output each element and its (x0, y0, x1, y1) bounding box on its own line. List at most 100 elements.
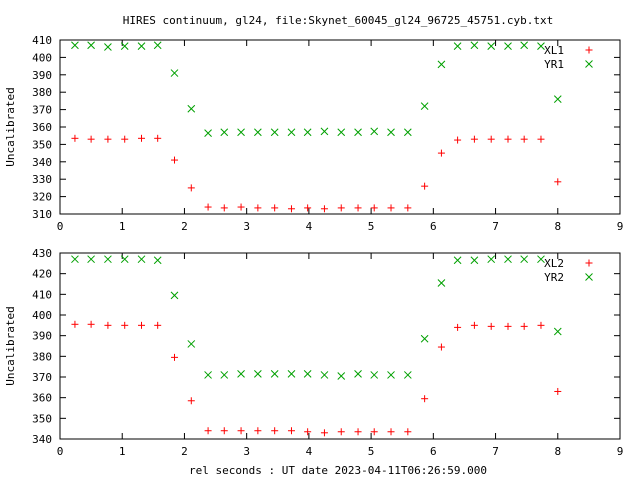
data-point (553, 95, 562, 104)
data-point-d2 (470, 41, 479, 50)
y-tick-label: 400 (32, 51, 52, 64)
data-point (370, 371, 379, 379)
data-point (71, 134, 79, 142)
y-tick-label: 390 (32, 69, 52, 82)
data-point-d2 (370, 371, 379, 379)
data-point (337, 128, 346, 137)
data-point-d2 (387, 128, 395, 137)
data-point-d2 (420, 334, 429, 343)
bottom-panel: 340 350 360 370 380 390 400 410 420 430 0 1 2 3 4 5 6 7 8 9… (4, 247, 623, 458)
data-point-d2 (270, 128, 279, 137)
data-point-d2 (287, 128, 296, 137)
data-point-d2 (553, 327, 562, 336)
data-point-d2 (553, 95, 562, 104)
data-point-d2 (387, 371, 395, 379)
data-point-d2 (254, 128, 262, 137)
series-XL1 (71, 134, 562, 213)
data-point-d2 (337, 128, 346, 137)
data-point-d2 (87, 41, 95, 50)
legend-marker (585, 273, 593, 281)
data-point-d2 (370, 127, 379, 136)
data-point (170, 291, 179, 300)
data-point-d2 (104, 255, 112, 264)
data-point (354, 204, 362, 212)
legend-marker-d2 (585, 60, 593, 68)
data-point-d2 (303, 370, 312, 378)
legend-label: XL1 (544, 44, 564, 57)
data-point (287, 128, 296, 137)
data-point-d2 (504, 255, 512, 264)
plot-frame (59, 39, 621, 215)
data-point (137, 255, 146, 264)
data-point (421, 182, 429, 190)
data-point (537, 135, 545, 143)
y-axis-label: Uncalibrated (4, 306, 17, 385)
data-point (520, 255, 529, 264)
data-point (237, 128, 245, 137)
data-point-d2 (354, 370, 362, 378)
data-point-d2 (87, 255, 95, 264)
data-point-d2 (187, 340, 196, 348)
data-point-d2 (320, 371, 329, 379)
data-point (337, 372, 346, 380)
y-tick-label: 360 (32, 392, 52, 405)
data-point (487, 255, 496, 264)
data-point (420, 102, 429, 110)
data-point (104, 255, 112, 264)
x-tick-label: 1 (119, 445, 126, 458)
data-point-d2 (170, 291, 179, 300)
data-point (220, 204, 228, 212)
data-point (170, 69, 179, 77)
data-point (504, 255, 512, 264)
data-point (204, 371, 212, 379)
y-tick-label: 400 (32, 309, 52, 322)
x-tick-label: 0 (57, 220, 64, 233)
data-point (87, 135, 95, 143)
data-point-d2 (287, 370, 296, 378)
data-point (220, 128, 229, 137)
data-point (437, 279, 446, 287)
y-tick-label: 350 (32, 138, 52, 151)
data-point-d2 (204, 129, 212, 137)
data-point-d2 (487, 42, 496, 50)
y-tick-label: 370 (32, 371, 52, 384)
legend-marker (585, 60, 593, 68)
x-tick-label: 8 (554, 220, 561, 233)
data-point (71, 255, 79, 264)
data-point (354, 370, 362, 378)
y-tick-label: 370 (32, 104, 52, 117)
y-axis-label: Uncalibrated (4, 87, 17, 166)
data-point (404, 428, 412, 436)
data-point (304, 204, 312, 212)
plot-frame (59, 252, 621, 440)
data-point (504, 322, 512, 330)
data-point (270, 128, 279, 137)
y-tick-label: 380 (32, 86, 52, 99)
data-point (138, 134, 146, 142)
data-point (271, 427, 279, 435)
data-point (104, 135, 112, 143)
data-point (320, 127, 329, 136)
data-point (303, 370, 312, 378)
data-point (387, 128, 395, 137)
data-point (87, 320, 95, 328)
data-point (420, 334, 429, 343)
data-point (454, 323, 462, 331)
data-point-d2 (437, 279, 446, 287)
data-point-d2 (254, 370, 262, 378)
data-point (204, 129, 212, 137)
y-tick-label: 350 (32, 412, 52, 425)
x-axis-label: rel seconds : UT date 2023-04-11T06:26:5… (189, 464, 487, 477)
data-point (370, 428, 378, 436)
data-point-d2 (120, 42, 129, 50)
data-point (504, 135, 512, 143)
data-point-d2 (537, 255, 545, 264)
x-tick-label: 6 (430, 445, 437, 458)
data-point (354, 128, 362, 137)
data-point-d2 (487, 255, 496, 264)
data-point-d2 (520, 255, 529, 264)
data-point-d2 (220, 128, 229, 137)
data-point (537, 321, 545, 329)
data-point-d2 (220, 371, 229, 379)
x-tick-label: 5 (368, 220, 375, 233)
